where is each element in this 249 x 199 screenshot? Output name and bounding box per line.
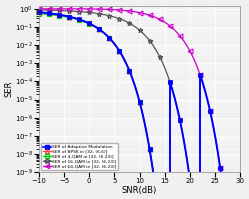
X-axis label: SNR(dB): SNR(dB) bbox=[122, 186, 157, 195]
Legend: SER of Adaptive Modulation, SER of BPSK in [32, (6.6)], SER of 4-QAM in [32, (6.: SER of Adaptive Modulation, SER of BPSK … bbox=[41, 143, 118, 170]
Y-axis label: SER: SER bbox=[4, 81, 13, 97]
